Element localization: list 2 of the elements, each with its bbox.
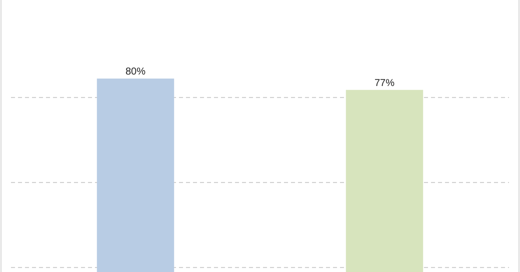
data-label: 80% bbox=[125, 66, 146, 78]
data-label: 77% bbox=[374, 78, 395, 89]
